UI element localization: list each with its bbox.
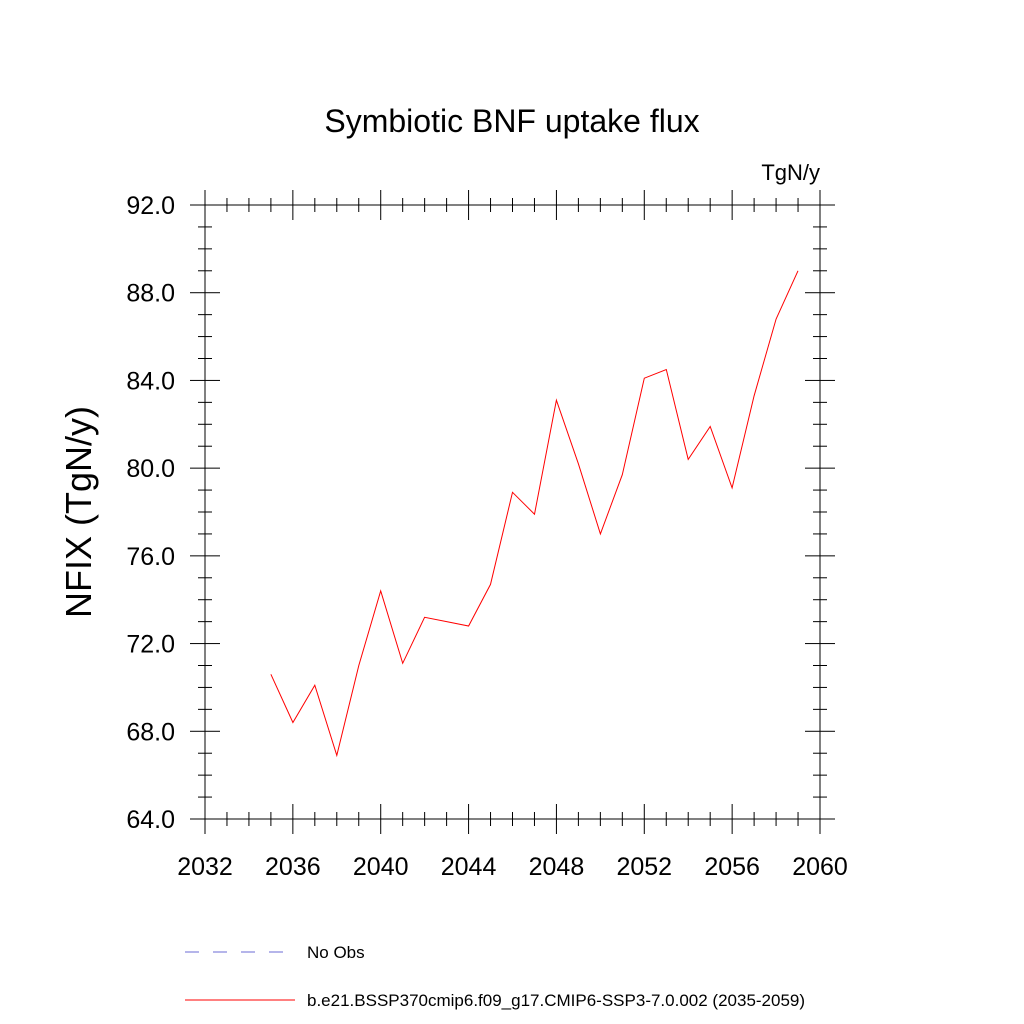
x-tick-label: 2060 (792, 853, 848, 881)
y-tick-label: 92.0 (126, 192, 175, 220)
legend-label: No Obs (307, 943, 365, 962)
y-tick-label: 64.0 (126, 806, 175, 834)
x-tick-label: 2036 (265, 853, 321, 881)
y-tick-label: 80.0 (126, 455, 175, 483)
units-label: TgN/y (761, 160, 820, 185)
y-tick-label: 88.0 (126, 280, 175, 308)
x-tick-label: 2056 (704, 853, 760, 881)
x-tick-label: 2048 (529, 853, 585, 881)
y-tick-label: 72.0 (126, 631, 175, 659)
y-axis-label: NFIX (TgN/y) (58, 406, 99, 618)
data-series (270, 270, 799, 758)
x-tick-label: 2032 (177, 853, 233, 881)
chart-title: Symbiotic BNF uptake flux (324, 103, 699, 139)
x-tick-label: 2044 (441, 853, 497, 881)
x-tick-label: 2040 (353, 853, 409, 881)
x-tick-label: 2052 (616, 853, 672, 881)
plot-frame (204, 204, 821, 820)
y-tick-label: 84.0 (126, 367, 175, 395)
legend: No Obs b.e21.BSSP370cmip6.f09_g17.CMIP6-S… (185, 943, 805, 1010)
y-tick-label: 76.0 (126, 543, 175, 571)
y-tick-label: 68.0 (126, 718, 175, 746)
legend-label: b.e21.BSSP370cmip6.f09_g17.CMIP6-SSP3-7.… (307, 991, 805, 1010)
series-line (270, 270, 799, 758)
axis-ticks: 2032 2036 2040 2044 2048 2052 2056 2060 64.0 68.0… (126, 190, 848, 881)
